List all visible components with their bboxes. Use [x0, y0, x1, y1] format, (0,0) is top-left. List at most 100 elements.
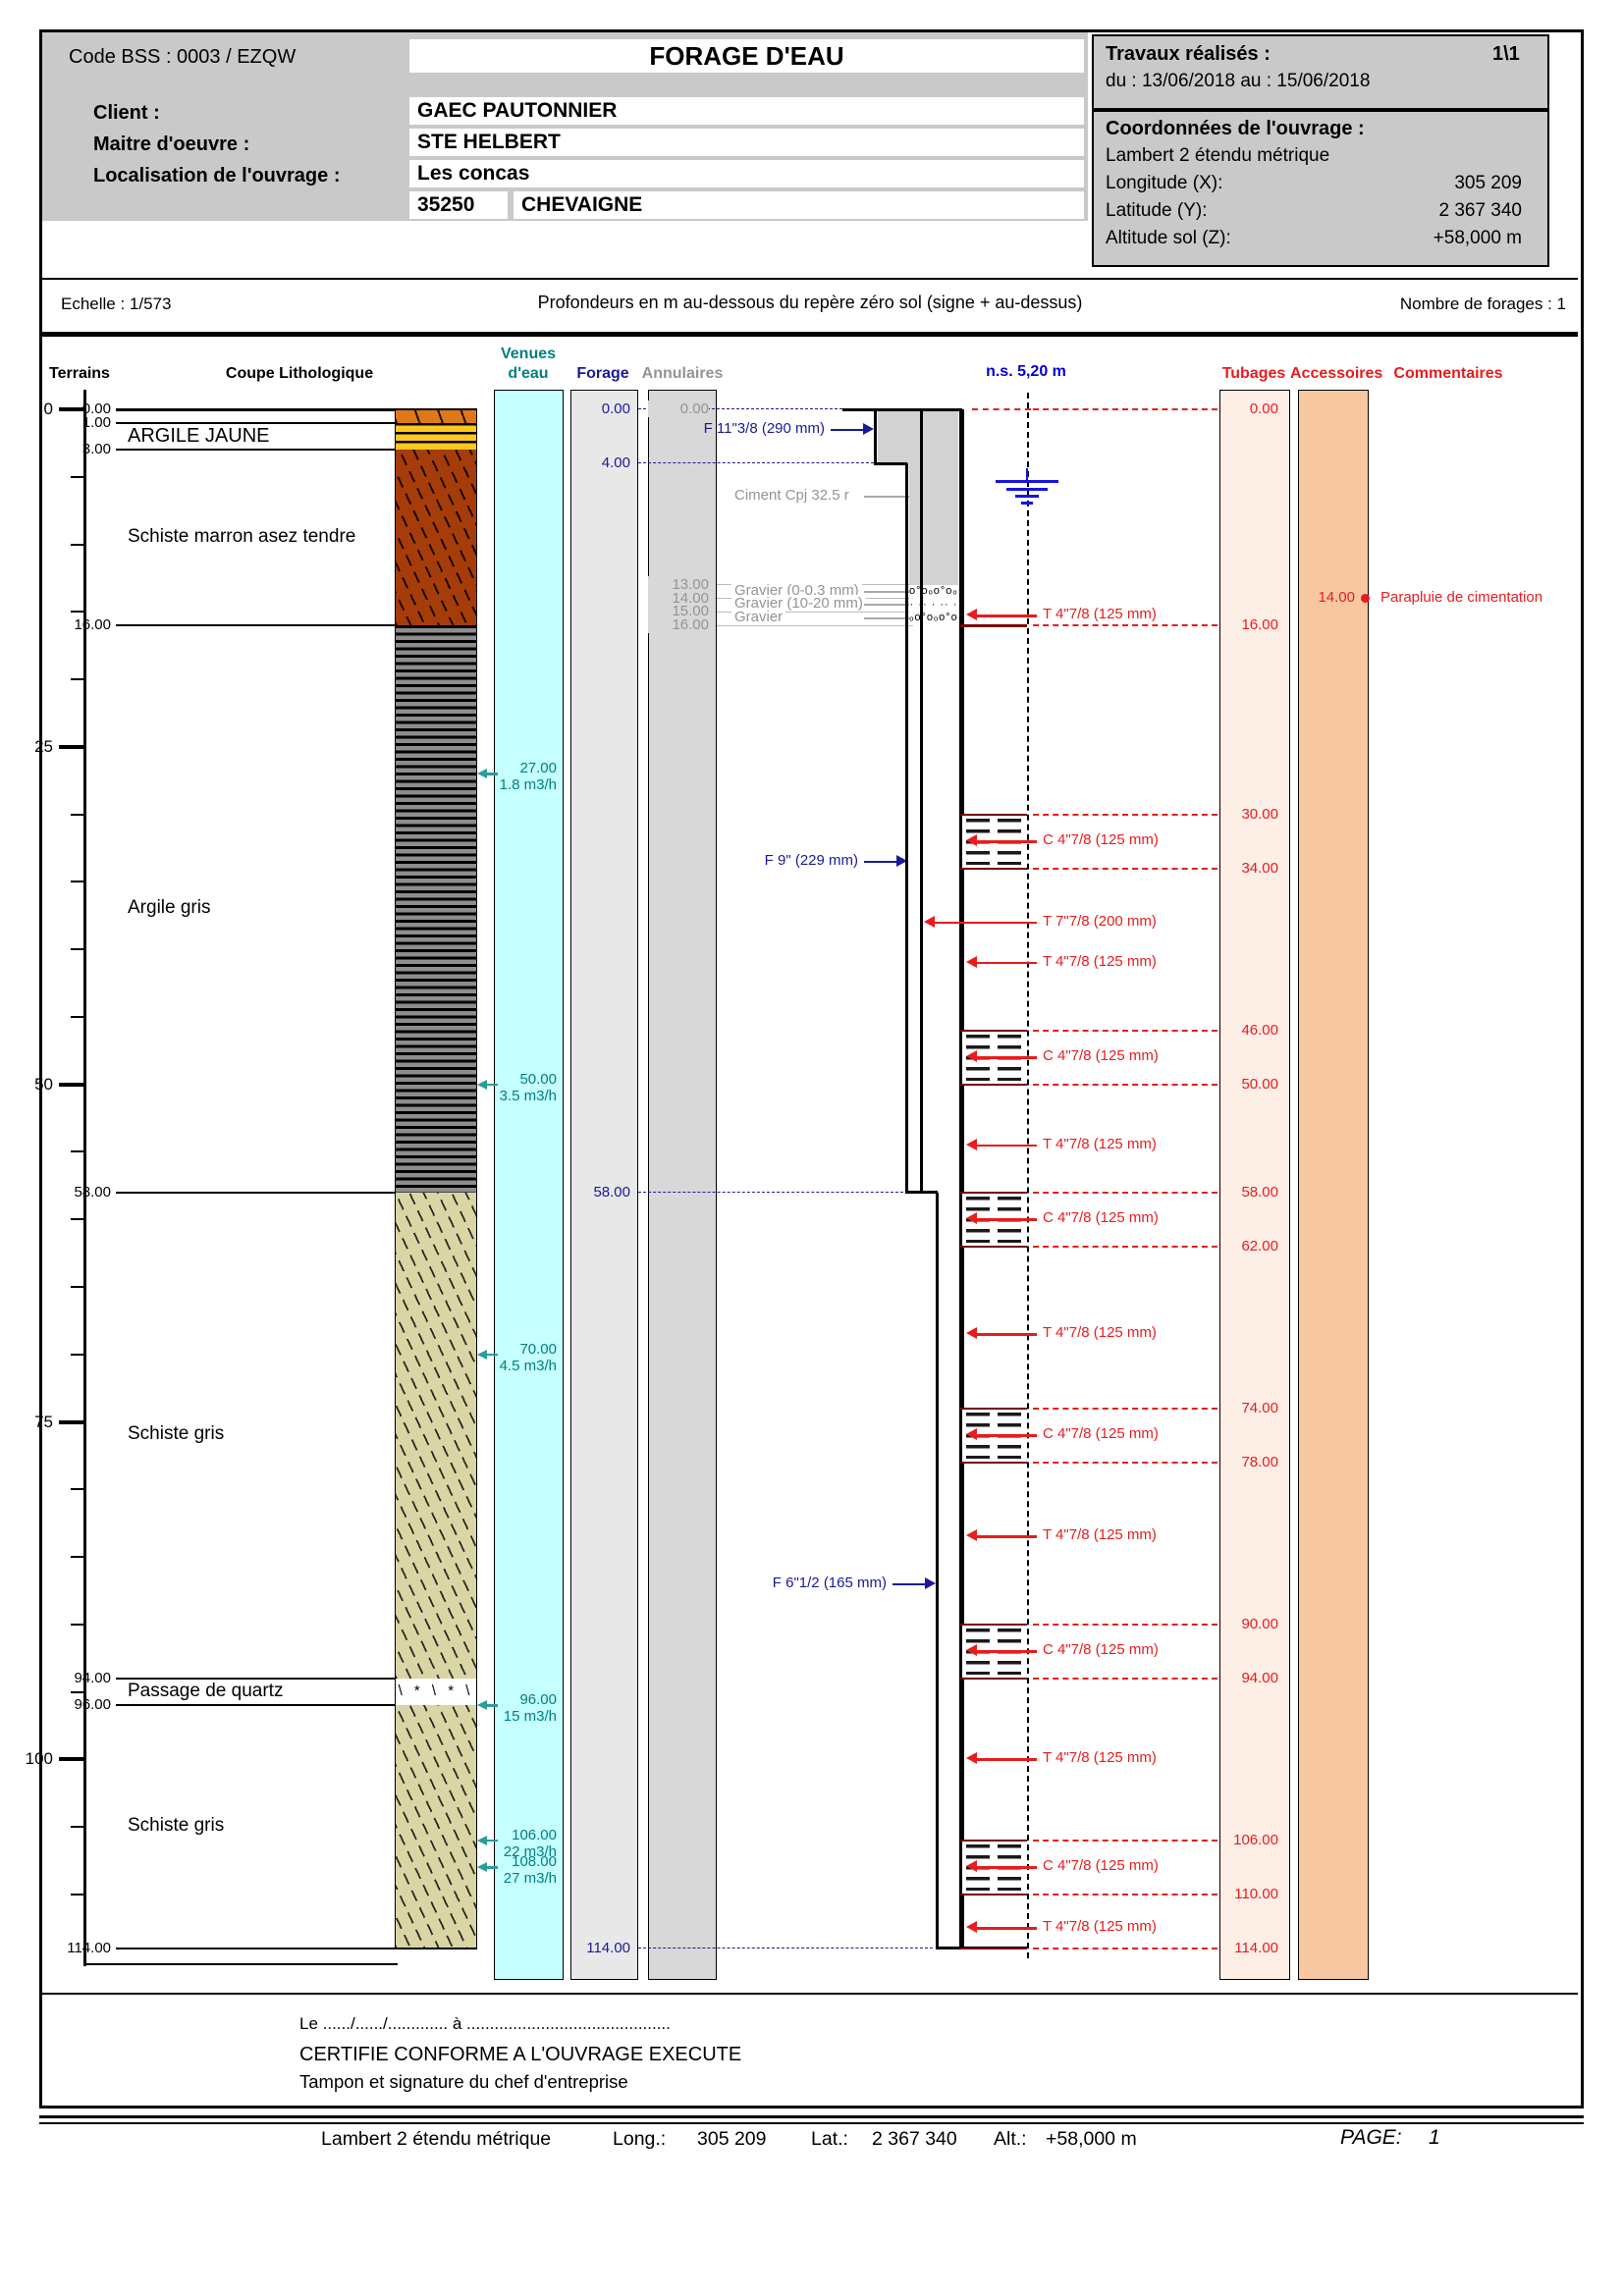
- terrain-description: Schiste gris: [128, 1815, 225, 1837]
- forage-leader-line: [638, 1191, 903, 1193]
- tubage-depth-label: 90.00: [1241, 1615, 1278, 1632]
- echelle-label: Echelle : 1/573: [61, 294, 172, 313]
- certify-top-border: [42, 1993, 1578, 1995]
- ruler-major-tick: [59, 407, 86, 411]
- ruler-minor-tick: [71, 678, 85, 681]
- tubage-annotation-arrow-icon: [966, 1327, 977, 1340]
- water-inflow-rate: 3.5 m3/h: [499, 1087, 557, 1104]
- water-inflow-rate: 15 m3/h: [503, 1708, 557, 1726]
- footer-page-label: PAGE:: [1340, 2126, 1402, 2149]
- terrain-boundary-line: [116, 624, 477, 627]
- col-header-coupe: Coupe Lithologique: [225, 365, 374, 382]
- annulaires-depth-label: 15.00: [648, 603, 709, 620]
- screen-cap-line: [960, 1407, 1027, 1411]
- forage-leader-line: [638, 1947, 933, 1949]
- forage-annotation-arrow-line: [893, 1582, 926, 1586]
- screen-cap-line: [960, 1245, 1027, 1249]
- profondeur-note: Profondeurs en m au-dessous du repère zé…: [537, 293, 1083, 312]
- ruler-minor-tick: [71, 1690, 85, 1693]
- water-inflow-arrow-icon: [477, 1700, 487, 1711]
- water-inflow-arrow-icon: [477, 1862, 487, 1873]
- certify-date-line: Le ....../....../............. à .......…: [299, 2014, 671, 2033]
- tubage-annotation-arrow-icon: [924, 915, 935, 928]
- water-inflow-label: 96.00 15 m3/h: [496, 1691, 557, 1725]
- forage-depth-label: 114.00: [586, 1939, 630, 1956]
- screen-cap-line: [960, 1029, 1027, 1033]
- lithology-layer: [395, 409, 477, 423]
- screen-cap-line: [960, 624, 1027, 627]
- water-inflow-label: 50.00 3.5 m3/h: [496, 1071, 557, 1104]
- water-inflow-arrow-icon: [477, 1349, 487, 1360]
- cement-fill: [878, 409, 958, 464]
- tubage-depth-label: 110.00: [1234, 1885, 1278, 1902]
- ruler-minor-tick: [71, 1015, 85, 1018]
- water-inflow-rate: 22 m3/h: [503, 1842, 557, 1860]
- tubage-depth-label: 114.00: [1234, 1939, 1278, 1956]
- annulaires-depth-label: 0.00: [648, 400, 709, 417]
- tubage-leader-line: [1033, 1245, 1217, 1248]
- forage-annotation: F 11"3/8 (290 mm): [703, 419, 825, 437]
- forage-annotation-arrow-icon: [925, 1577, 936, 1590]
- water-inflow-arrow-line: [486, 1866, 498, 1869]
- ruler-minor-tick: [71, 1488, 85, 1491]
- tubage-annotation: T 7"7/8 (200 mm): [1043, 912, 1157, 930]
- water-inflow-rate: 1.8 m3/h: [499, 776, 557, 794]
- tubage-leader-line: [1033, 1083, 1217, 1086]
- tubage-annotation-arrow-line: [975, 614, 1037, 617]
- tubage-leader-line: [1033, 1407, 1217, 1410]
- tubages-column: [1219, 390, 1290, 1980]
- casing-line: [959, 409, 964, 1949]
- tubage-annotation-arrow-line: [975, 1866, 1037, 1869]
- tubage-annotation-arrow-icon: [966, 1428, 977, 1441]
- gravel-band: ₒo°oₒo°o: [909, 612, 958, 626]
- tubage-annotation-arrow-line: [975, 1056, 1037, 1059]
- coordonnees-box: [1092, 110, 1549, 267]
- ruler-major-label: 25: [34, 736, 53, 756]
- cement-fill: [909, 463, 958, 585]
- code-bss: Code BSS : 0003 / EZQW: [69, 46, 297, 68]
- water-inflow-depth: 70.00: [519, 1340, 557, 1358]
- tubage-leader-line: [1033, 1191, 1217, 1194]
- annulaires-depth-label: 13.00: [648, 575, 709, 593]
- nombre-forages: Nombre de forages : 1: [1399, 294, 1566, 313]
- tubage-annotation-arrow-icon: [966, 1644, 977, 1657]
- terrains-left-border: [83, 390, 86, 1966]
- annulaires-annotation: Gravier (0-0.3 mm): [731, 581, 862, 599]
- col-header-venues-2: d'eau: [508, 365, 549, 382]
- col-header-forage: Forage: [576, 365, 629, 382]
- terrain-depth-label: 94.00: [74, 1669, 111, 1686]
- localisation-label: Localisation de l'ouvrage :: [93, 165, 341, 187]
- tubage-depth-label: 58.00: [1241, 1183, 1278, 1201]
- lithology-layer: [395, 1705, 477, 1949]
- screen-cap-line: [960, 1191, 1027, 1195]
- terrain-depth-label: 16.00: [74, 616, 111, 634]
- accessoire-comment: Parapluie de cimentation: [1380, 588, 1543, 606]
- footer-lat-label: Lat.:: [811, 2128, 848, 2150]
- screen-cap-line: [960, 1839, 1027, 1842]
- tubage-annotation: T 4"7/8 (125 mm): [1043, 1324, 1157, 1342]
- tubage-leader-line: [1033, 1623, 1217, 1626]
- terrain-description: Argile gris: [128, 896, 211, 918]
- forage-depth-label: 58.00: [593, 1183, 630, 1201]
- annulaires-annotation: Ciment Cpj 32.5 r: [731, 487, 852, 505]
- water-inflow-label: 27.00 1.8 m3/h: [496, 760, 557, 793]
- water-inflow-arrow-line: [486, 773, 498, 775]
- ruler-minor-tick: [71, 1150, 85, 1153]
- tubage-annotation-arrow-icon: [966, 1050, 977, 1063]
- terrain-depth-label: 58.00: [74, 1183, 111, 1201]
- terrain-boundary-line: [116, 408, 477, 411]
- col-header-venues-1: Venues: [500, 346, 557, 362]
- coord-system: Lambert 2 étendu métrique: [1106, 145, 1330, 166]
- terrain-boundary-line: [116, 421, 477, 424]
- annulaires-annotation: Gravier (10-20 mm): [731, 595, 866, 613]
- travaux-box: [1092, 34, 1549, 110]
- annulaires-leader-line: [717, 624, 913, 626]
- ruler-minor-tick: [71, 1218, 85, 1221]
- tubage-leader-line: [1033, 813, 1217, 816]
- tubage-annotation: T 4"7/8 (125 mm): [1043, 606, 1157, 623]
- tubage-annotation-arrow-icon: [966, 1921, 977, 1934]
- col-header-commentaires: Commentaires: [1393, 365, 1503, 382]
- ruler-minor-tick: [71, 1893, 85, 1896]
- tubage-annotation-arrow-line: [975, 1434, 1037, 1437]
- forage-annotation-arrow-line: [864, 860, 897, 864]
